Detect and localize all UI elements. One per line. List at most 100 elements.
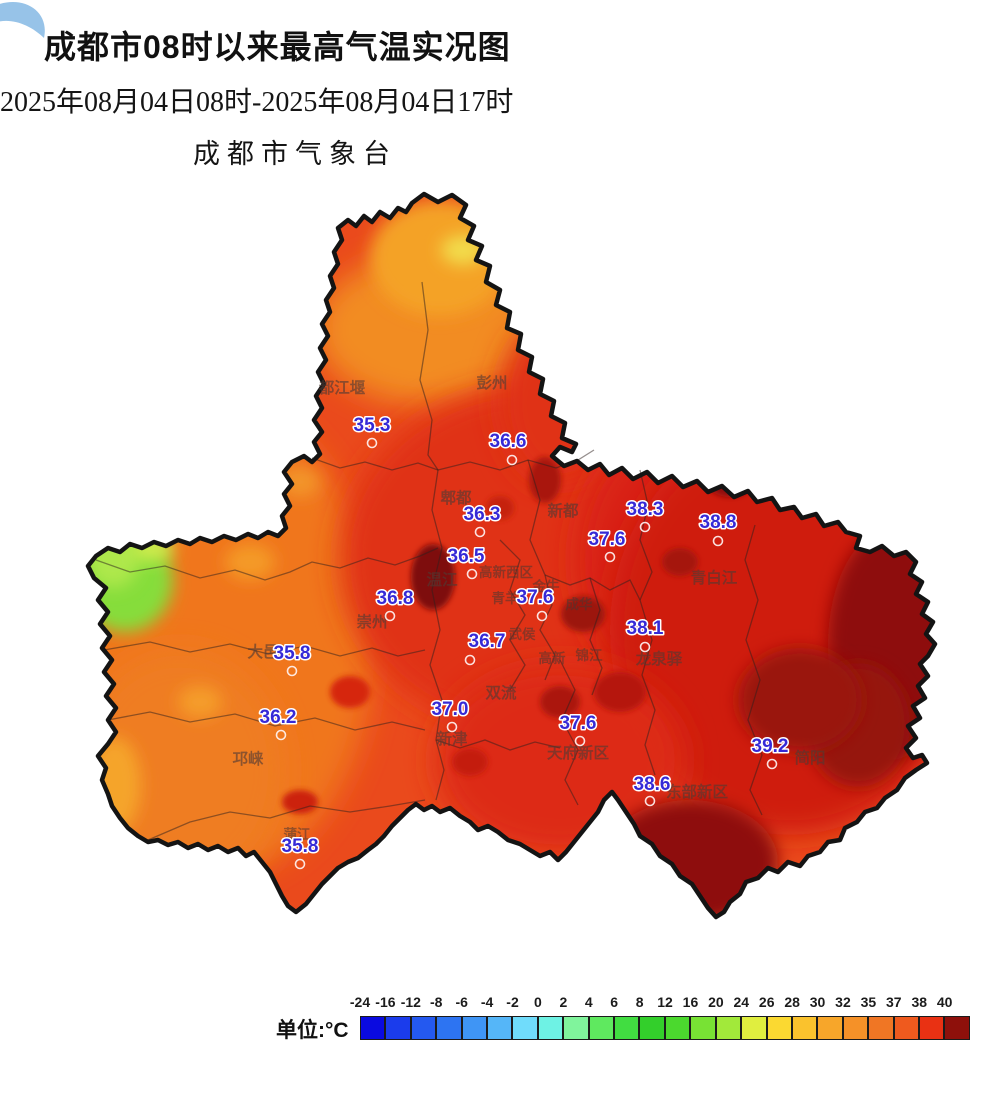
legend-tick-label: 20: [708, 994, 724, 1010]
legend-tick-label: 38: [911, 994, 928, 1010]
station-marker-icon: [536, 610, 548, 622]
legend-tick-label: 8: [635, 994, 644, 1010]
station-marker-icon: [644, 795, 656, 807]
station-value-label: 39.2: [752, 736, 789, 757]
district-label: 青羊: [492, 590, 520, 606]
legend-tick-label: 0: [534, 994, 542, 1010]
station-marker-icon: [574, 735, 586, 747]
station-marker-icon: [474, 526, 486, 538]
station-value-label: 35.8: [282, 836, 319, 857]
legend-color-cell: [868, 1016, 894, 1040]
legend-color-cell: [741, 1016, 767, 1040]
legend-tick-label: 16: [682, 994, 699, 1010]
agency-logo-icon: [0, 2, 45, 38]
legend-color-cell: [690, 1016, 716, 1040]
station-marker-icon: [639, 641, 651, 653]
station-markers: 35.3 36.6 36.3 38.3 38.8 37.6 36.5 36.8 37.6 36.7…: [258, 414, 790, 870]
legend-color-cell: [512, 1016, 538, 1040]
district-label: 彭州: [476, 374, 507, 392]
legend-tick-label: 2: [559, 994, 568, 1010]
district-label: 金牛: [532, 578, 561, 594]
district-label: 郫都: [440, 488, 472, 507]
legend-tick-label: 24: [733, 994, 750, 1010]
station-value-label: 37.0: [432, 699, 469, 720]
district-label: 天府新区: [547, 743, 610, 762]
district-label: 锦江: [576, 647, 604, 663]
legend-tick-label: 28: [784, 994, 800, 1010]
legend-color-cell: [614, 1016, 640, 1040]
district-label: 崇州: [356, 612, 387, 631]
legend-tick-label: 12: [657, 994, 673, 1010]
legend-tick-label: -16: [375, 994, 396, 1010]
district-label: 大邑: [247, 642, 278, 661]
station-marker-icon: [286, 665, 298, 677]
district-label: 青白江: [691, 568, 738, 587]
station-value-label: 38.8: [700, 512, 737, 533]
legend-unit-label: 单位:°C: [276, 1019, 349, 1042]
legend-color-cell: [766, 1016, 792, 1040]
legend-tick-label: 30: [809, 994, 826, 1010]
legend-tick-label: 32: [835, 994, 851, 1010]
station-marker-icon: [639, 521, 651, 533]
district-label: 邛崃: [232, 749, 264, 768]
legend-color-cell: [918, 1016, 945, 1040]
legend-tick-label: 26: [758, 994, 775, 1010]
station-value-label: 36.5: [448, 546, 485, 567]
legend-color-cell: [639, 1016, 665, 1040]
page-period: 2025年08月04日08时-2025年08月04日17时: [0, 87, 514, 118]
district-label: 龙泉驿: [635, 649, 683, 668]
district-label: 新都: [547, 501, 579, 520]
station-value-label: 38.1: [627, 618, 664, 639]
legend-color-cell: [588, 1016, 615, 1040]
legend-tick-label: -6: [455, 994, 468, 1010]
legend-tick-label: 40: [936, 994, 953, 1010]
legend-color-cell: [436, 1016, 462, 1040]
district-label: 简阳: [794, 748, 825, 767]
station-value-label: 37.6: [589, 529, 626, 550]
district-label: 温江: [426, 571, 458, 589]
station-marker-icon: [446, 721, 458, 733]
legend-color-cell: [385, 1016, 411, 1040]
station-value-label: 38.3: [627, 499, 664, 520]
legend-colorbar: [360, 1016, 970, 1040]
legend-tick-label: -12: [400, 994, 421, 1010]
legend-color-cell: [715, 1016, 742, 1040]
district-label: 成华: [566, 596, 594, 612]
legend-tick-label: -2: [506, 994, 519, 1010]
legend-color-cell: [563, 1016, 589, 1040]
legend-tick-label: -4: [480, 994, 494, 1010]
station-marker-icon: [366, 437, 378, 449]
district-label: 高新西区: [479, 564, 533, 580]
page-title: 成都市08时以来最高气温实况图: [44, 29, 511, 65]
legend-tick-label: -8: [430, 994, 443, 1010]
legend-color-cell: [410, 1016, 437, 1040]
district-label: 都江堰: [318, 378, 366, 397]
station-value-label: 37.6: [517, 587, 554, 608]
station-value-label: 35.3: [354, 415, 391, 436]
legend-color-cell: [791, 1016, 818, 1040]
district-label: 高新: [539, 650, 567, 666]
district-label: 新津: [436, 729, 468, 748]
legend-color-cell: [461, 1016, 488, 1040]
page-agency: 成都市气象台: [193, 139, 397, 169]
station-marker-icon: [712, 535, 724, 547]
station-value-label: 36.7: [469, 631, 506, 652]
legend-color-cell: [360, 1016, 386, 1040]
station-marker-icon: [506, 454, 518, 466]
station-marker-icon: [466, 568, 478, 580]
station-value-label: 35.8: [274, 643, 311, 664]
legend-tick-label: 35: [860, 994, 877, 1010]
station-value-label: 36.3: [464, 504, 501, 525]
station-marker-icon: [275, 729, 287, 741]
district-borders: [95, 281, 763, 841]
station-value-label: 36.6: [490, 431, 527, 452]
legend-color-cell: [537, 1016, 564, 1040]
station-marker-icon: [384, 610, 396, 622]
district-label: 东部新区: [666, 782, 729, 801]
legend-color-cell: [944, 1016, 970, 1040]
legend-color-cell: [893, 1016, 919, 1040]
legend-color-cell: [842, 1016, 869, 1040]
